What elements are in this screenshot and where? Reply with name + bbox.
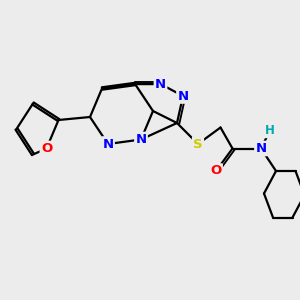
Text: O: O	[210, 164, 222, 178]
Text: N: N	[102, 137, 114, 151]
Text: N: N	[155, 77, 166, 91]
Text: O: O	[41, 142, 52, 155]
Text: N: N	[177, 89, 189, 103]
Text: N: N	[135, 133, 147, 146]
Text: S: S	[193, 137, 203, 151]
Text: H: H	[265, 124, 275, 137]
Text: N: N	[255, 142, 267, 155]
